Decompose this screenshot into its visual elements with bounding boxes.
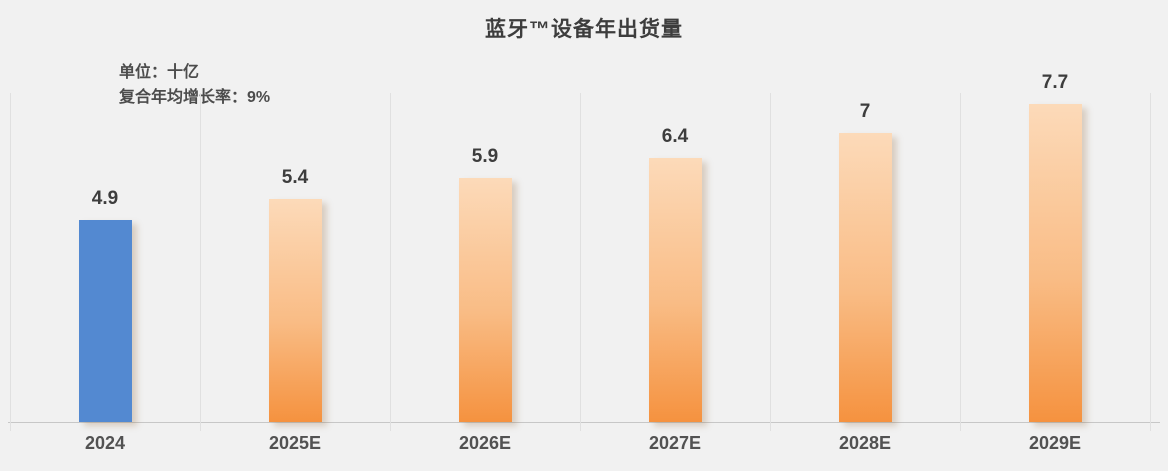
- bar-2025e: [269, 199, 322, 422]
- chart-annotations: 单位：十亿 复合年均增长率：9%: [119, 60, 270, 110]
- gridline: [580, 93, 581, 431]
- bar-2026e: [459, 178, 512, 422]
- x-axis-label-2024: 2024: [84, 433, 126, 453]
- bar-2027e: [649, 158, 702, 422]
- x-axis-label-2027e: 2027E: [648, 433, 702, 453]
- x-axis-label-2026e: 2026E: [458, 433, 512, 453]
- value-label-2026e: 5.9: [471, 146, 499, 167]
- bar-2029e: [1029, 104, 1082, 422]
- bar-column-2024: 4.9 2024: [10, 0, 200, 471]
- x-axis-label-2025e: 2025E: [268, 433, 322, 453]
- gridline: [200, 93, 201, 431]
- gridline: [770, 93, 771, 431]
- gridline: [390, 93, 391, 431]
- bar-column-2026e: 5.9 2026E: [390, 0, 580, 471]
- gridline: [10, 93, 11, 431]
- bar-column-2027e: 6.4 2027E: [580, 0, 770, 471]
- x-axis-line: [8, 422, 1160, 423]
- cagr-note: 复合年均增长率：9%: [119, 89, 271, 106]
- unit-note: 单位：十亿: [119, 64, 200, 81]
- bar-2028e: [839, 133, 892, 422]
- value-label-2025e: 5.4: [281, 167, 309, 188]
- bar-column-2028e: 7 2028E: [770, 0, 960, 471]
- value-label-2029e: 7.7: [1041, 72, 1069, 93]
- value-label-2027e: 6.4: [661, 126, 689, 147]
- chart-title: 蓝牙™设备年出货量: [485, 18, 683, 41]
- x-axis-label-2029e: 2029E: [1028, 433, 1082, 453]
- value-label-2024: 4.9: [91, 188, 119, 209]
- gridline: [1150, 93, 1151, 431]
- x-axis-label-2028e: 2028E: [838, 433, 892, 453]
- bar-column-2025e: 5.4 2025E: [200, 0, 390, 471]
- value-label-2028e: 7: [859, 101, 871, 122]
- bar-column-2029e: 7.7 2029E: [960, 0, 1150, 471]
- gridline: [960, 93, 961, 431]
- bar-2024: [79, 220, 132, 422]
